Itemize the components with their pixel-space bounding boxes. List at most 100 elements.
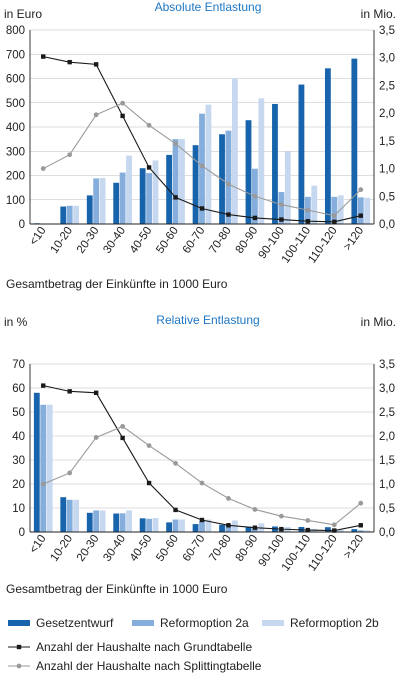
point-grund [146,480,152,486]
point-grund [199,206,205,211]
y2-tick-label: 2,5 [379,80,395,92]
point-grund [120,113,125,119]
y2-tick-label: 3,0 [379,383,395,395]
x-tick-label: 20-30 [75,533,102,564]
bar-gesetz [139,168,146,224]
bar-r2a [199,520,205,532]
y2-tick-label: 0,0 [379,527,395,539]
bar-gesetz [192,524,199,532]
point-splitting [278,513,284,519]
legend-label-gesetz: Gesetzentwurf [36,616,114,630]
bar-gesetz [324,68,331,224]
bar-r2b [364,197,371,224]
y-tick-label: 200 [6,171,25,183]
point-splitting [120,100,126,106]
bar-r2a [146,518,152,532]
bar-gesetz [298,84,305,224]
y-tick-label: 0 [19,527,25,539]
point-splitting [358,500,364,506]
bar-gesetz [351,529,358,532]
bar-r2a [172,139,179,224]
bar-r2a [252,528,258,532]
y2-tick-label: 2,0 [379,108,395,120]
x-tick-label: 80-90 [234,225,261,256]
x-tick-label: 50-60 [154,533,181,564]
bar-gesetz [245,526,252,532]
point-splitting [252,507,258,512]
bar-r2a [66,205,73,224]
point-grund [332,528,337,533]
chart-absolute: 0 100 200 300 400 500 600 700 800 0,0 0,5 1,0 1,5 2,0… [4,0,396,291]
y2-axis-unit: in Mio. [361,315,396,329]
bar-r2a [225,524,232,532]
point-splitting [93,435,99,440]
bar-r2a [93,510,100,532]
x-tick-label: 20-30 [75,225,102,256]
x-tick-label: 80-90 [234,533,261,564]
bar-r2a [357,530,364,532]
point-splitting [331,213,337,219]
point-splitting [331,522,337,528]
bar-r2a [93,178,100,224]
y2-tick-label: 1,0 [379,479,395,491]
bar-r2b [126,510,132,532]
x-tick-label: >120 [342,533,367,561]
point-splitting [226,181,231,187]
bar-r2b [99,510,106,532]
point-splitting [67,152,73,158]
legend-marker-splitting [16,663,22,669]
y2-tick-label: 0,0 [379,219,395,231]
point-splitting [146,443,152,448]
point-grund [67,59,72,65]
y-tick-label: 10 [12,503,25,515]
point-splitting [199,480,205,486]
y-tick-label: 50 [12,407,25,419]
legend-swatch-r2a [132,620,154,626]
point-splitting [146,122,152,128]
point-splitting [358,187,364,193]
bar-r2b [152,518,159,532]
y-tick-label: 100 [6,195,25,207]
bar-gesetz [86,195,93,224]
legend-marker-grund [16,644,22,650]
y-tick-label: 20 [12,479,25,491]
bar-r2b [99,177,106,224]
chart-relative: 0 10 20 30 40 50 60 70 0,0 0,5 1,0 1,5 2,0 2,5 3,0 3,5 <… [4,313,396,596]
bar-gesetz [33,392,40,532]
point-splitting [173,141,178,147]
bar-r2b [337,529,344,532]
bar-r2b [73,205,80,224]
y2-tick-label: 3,5 [379,359,395,371]
bar-gesetz [272,103,278,224]
y-tick-label: 70 [12,359,25,371]
point-grund [332,219,337,224]
point-splitting [278,202,284,208]
x-tick-label: <10 [28,533,49,556]
point-splitting [173,460,178,466]
legend-label-r2a: Reformoption 2a [160,616,249,630]
y-tick-label: 40 [12,431,25,443]
point-grund [252,525,258,530]
y2-tick-label: 1,5 [379,136,395,148]
point-grund [93,62,99,67]
x-tick-label: 10-20 [48,533,75,564]
x-axis-title: Gesamtbetrag der Einkünfte in 1000 Euro [6,582,228,596]
line-splitting [43,425,362,526]
bar-r2a [331,196,338,224]
x-tick-label: 40-50 [128,225,155,256]
point-grund [305,219,311,224]
point-grund [41,54,46,59]
bar-r2a [119,513,126,532]
legend-label-grund: Anzahl der Haushalte nach Grundtabelle [36,640,252,654]
y-tick-label: 400 [6,122,25,134]
legend-label-splitting: Anzahl der Haushalte nach Splittingtabel… [36,659,262,673]
y-tick-label: 30 [12,455,25,467]
point-splitting [40,166,46,171]
x-tick-label: 10-20 [48,225,75,256]
bar-r2b [205,519,212,532]
x-tick-label: 70-80 [207,225,234,256]
bar-r2b [284,151,291,224]
x-tick-label: <10 [28,225,49,248]
point-grund [358,523,363,528]
y2-tick-label: 2,5 [379,407,395,419]
